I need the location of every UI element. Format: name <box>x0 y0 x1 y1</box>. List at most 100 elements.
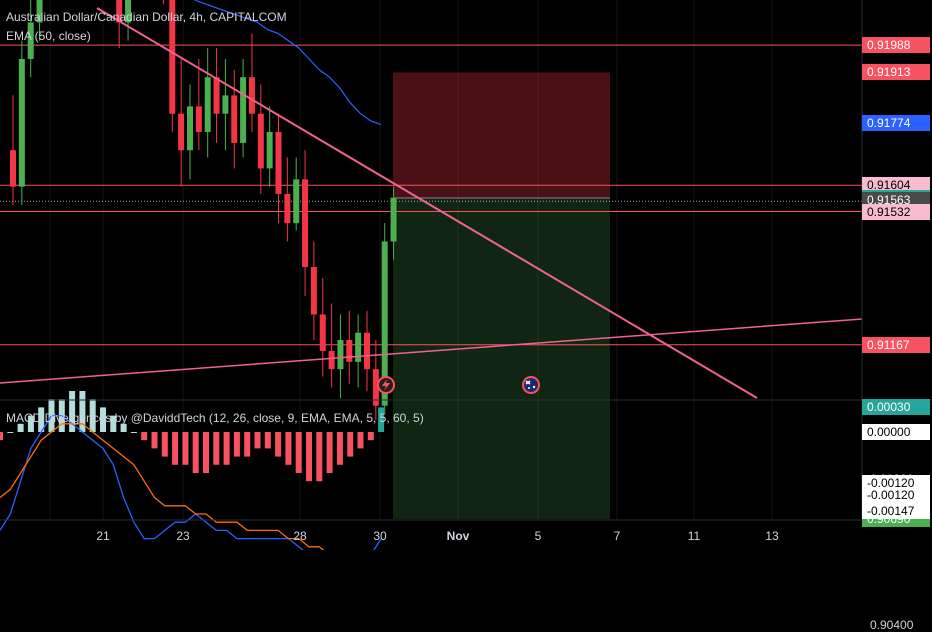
ema-legend[interactable]: EMA (50, close) <box>6 29 91 43</box>
macd-histogram-bar <box>172 432 179 465</box>
macd-histogram-bar <box>161 432 168 457</box>
price-tag: 0.91532 <box>862 203 930 220</box>
candle-body <box>275 131 282 194</box>
candle-body <box>266 131 273 169</box>
macd-histogram-bar <box>295 432 302 473</box>
price-tag: 0.91913 <box>862 64 930 81</box>
candle-body <box>319 314 326 351</box>
macd-histogram-bar <box>38 407 45 432</box>
candle-body <box>222 95 229 114</box>
date-axis-label: 23 <box>176 529 190 543</box>
candle-body <box>178 113 185 151</box>
target-zone <box>393 198 610 519</box>
candle-body <box>346 339 353 362</box>
trend-lines <box>0 7 863 399</box>
support-trend-line <box>0 318 863 384</box>
candle-body <box>284 193 291 224</box>
ema-line <box>193 0 382 126</box>
candle-body <box>195 106 202 132</box>
macd-histogram-bar <box>203 432 209 473</box>
candle-body <box>36 0 43 23</box>
candle-body <box>390 197 397 242</box>
macd-line <box>0 414 382 550</box>
date-axis-label: 13 <box>765 529 779 543</box>
date-axis-label: 11 <box>687 529 701 543</box>
candle-body <box>355 332 362 362</box>
macd-histogram-bar <box>7 432 14 433</box>
macd-histogram-bar <box>192 432 199 473</box>
symbol-legend[interactable]: Australian Dollar/Canadian Dollar, 4h, C… <box>6 10 287 24</box>
lightning-icon[interactable] <box>377 376 395 394</box>
macd-histogram-bar <box>306 432 312 482</box>
candle-body <box>293 179 300 224</box>
price-tag-value: 0.91913 <box>867 65 911 80</box>
macd-histogram-bar <box>17 423 24 432</box>
macd-histogram-bar <box>89 399 96 432</box>
candle-body <box>240 77 247 143</box>
chart-canvas[interactable] <box>0 0 932 550</box>
candle-body <box>372 369 379 406</box>
macd-histogram-bar <box>326 432 333 473</box>
macd-histogram-bar <box>233 432 240 457</box>
macd-histogram-bar <box>120 423 127 432</box>
price-tag-value: 0.91604 <box>867 178 911 193</box>
macd-tag: -0.00147 <box>862 503 930 519</box>
ema-path <box>193 0 382 126</box>
macd-tag: -0.00120 <box>862 487 930 503</box>
macd-histogram-bar <box>264 432 271 449</box>
candle-body <box>257 113 264 169</box>
macd-histogram-bar <box>213 432 220 465</box>
candle-body <box>302 179 309 267</box>
price-tag-value: 0.91532 <box>867 204 911 219</box>
macd-histogram-bar <box>378 407 385 432</box>
candle-body <box>310 266 317 315</box>
date-axis-label: 5 <box>534 529 542 543</box>
price-tag-value: 0.91988 <box>867 38 911 53</box>
candle-body <box>169 0 176 114</box>
macd-histogram-bar <box>69 391 76 432</box>
candle-body <box>248 77 255 114</box>
candle-body <box>231 95 238 143</box>
price-tag: 0.91988 <box>862 37 930 54</box>
macd-histogram-bar <box>254 432 261 449</box>
macd-histogram-bar <box>367 432 374 441</box>
price-tag-value: 0.91167 <box>867 337 910 352</box>
candle-body <box>116 0 123 23</box>
macd-histogram-bar <box>347 432 354 457</box>
price-tag: 0.91774 <box>862 115 930 132</box>
candle-body <box>27 22 34 59</box>
macd-histogram-bar <box>130 432 137 433</box>
candle-body <box>337 339 344 370</box>
macd-histogram-bar <box>336 432 343 465</box>
candle-body <box>10 150 16 187</box>
date-axis-label: 7 <box>613 529 621 543</box>
macd-histogram-bar <box>141 432 148 441</box>
macd-histogram-bar <box>244 432 251 457</box>
macd-histogram-bar <box>182 432 189 465</box>
candle-body <box>187 106 193 151</box>
macd-legend[interactable]: MACD Divergences by @DaviddTech (12, 26,… <box>6 411 424 425</box>
candle-body <box>125 0 132 23</box>
price-tag: 0.91167 <box>862 336 930 353</box>
downtrend-line <box>96 7 758 399</box>
date-axis-label: Nov <box>446 529 470 543</box>
macd-histogram-bar <box>275 432 282 457</box>
price-axis-label: 0.90400 <box>870 617 914 632</box>
macd-pane <box>0 391 385 550</box>
macd-histogram-bar <box>27 415 34 432</box>
stop-zone <box>393 72 610 198</box>
date-axis-label: 30 <box>373 529 387 543</box>
macd-histogram-bar <box>79 391 86 432</box>
candles <box>10 0 397 421</box>
candle-body <box>328 350 335 370</box>
macd-histogram-bar <box>110 415 117 432</box>
macd-histogram-bar <box>100 407 106 432</box>
macd-histogram-bar <box>223 432 230 465</box>
candle-body <box>364 332 370 370</box>
candle-body <box>213 77 220 114</box>
candle-body <box>18 58 25 187</box>
date-axis-label: 28 <box>293 529 307 543</box>
macd-histogram-bar <box>151 432 158 449</box>
australia-flag-icon[interactable] <box>522 376 540 394</box>
signal-line <box>0 423 325 550</box>
